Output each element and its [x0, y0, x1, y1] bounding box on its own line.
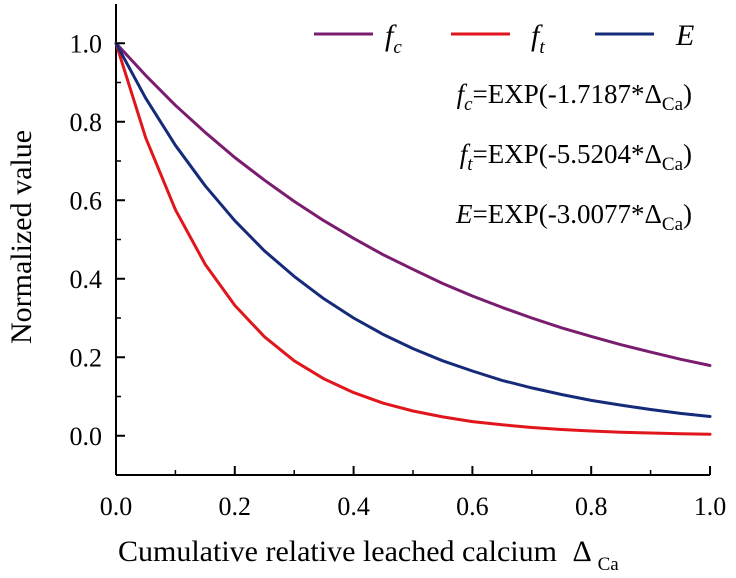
- legend-item-fc: fc: [314, 19, 402, 58]
- equation-fc: fc=EXP(-1.7187*ΔCa): [457, 79, 692, 115]
- legend: fc ft E: [314, 19, 694, 58]
- x-tick-label: 1.0: [694, 492, 727, 521]
- y-tick-label: 0.4: [70, 265, 103, 294]
- y-tick-label: 1.0: [70, 29, 103, 58]
- x-axis-title-text: Cumulative relative leached calcium: [118, 535, 557, 568]
- x-tick-label: 0.6: [456, 492, 489, 521]
- legend-label-ft: ft: [531, 19, 545, 58]
- y-tick-label: 0.2: [70, 343, 103, 372]
- x-axis-title-subscript: Ca: [598, 554, 620, 575]
- series-line-ft: [114, 41, 712, 436]
- ticks-layer: 0.0 0.2 0.4 0.6 0.8 1.0 0.0 0.2 0.4 0.6 0.8 1.0: [70, 29, 727, 521]
- y-tick-label: 0.0: [70, 422, 103, 451]
- series-line-fc: [114, 41, 712, 367]
- y-tick-label: 0.6: [70, 186, 103, 215]
- x-tick-label: 0.4: [337, 492, 370, 521]
- equations: fc=EXP(-1.7187*ΔCa) ft=EXP(-5.5204*ΔCa) …: [455, 79, 692, 235]
- y-tick-label: 0.8: [70, 108, 103, 137]
- equation-ft: ft=EXP(-5.5204*ΔCa): [460, 139, 692, 175]
- x-tick-label: 0.0: [100, 492, 133, 521]
- equation-E: E=EXP(-3.0077*ΔCa): [455, 199, 692, 235]
- legend-label-fc: fc: [385, 19, 402, 58]
- legend-label-E: E: [675, 19, 694, 52]
- legend-item-E: E: [595, 19, 694, 52]
- x-tick-label: 0.2: [219, 492, 252, 521]
- x-axis-title-delta: Δ: [572, 535, 591, 568]
- y-axis-title: Normalized value: [5, 130, 38, 344]
- x-axis-title: Cumulative relative leached calcium Δ Ca: [118, 535, 619, 575]
- legend-item-ft: ft: [451, 19, 545, 58]
- series-layer: [114, 41, 712, 436]
- x-tick-label: 0.8: [575, 492, 608, 521]
- series-line-E: [114, 41, 712, 418]
